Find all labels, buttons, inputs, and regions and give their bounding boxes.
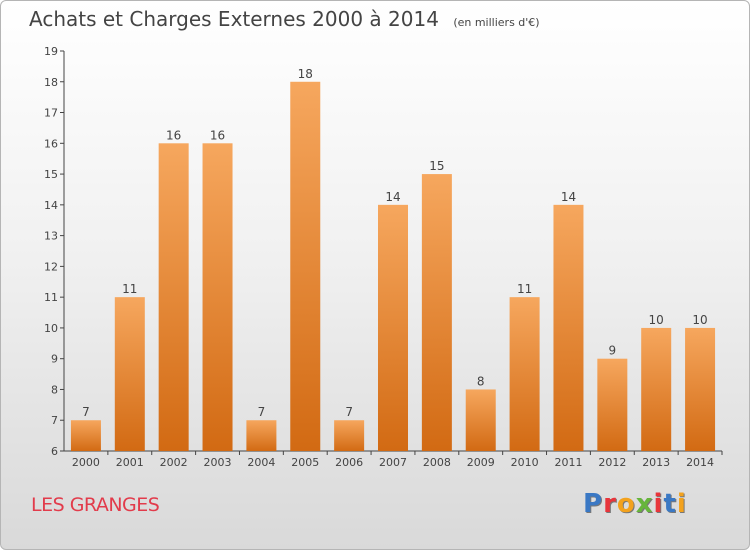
chart-title: Achats et Charges Externes 2000 à 2014 (… — [29, 7, 540, 31]
x-tick-label: 2013 — [642, 456, 670, 469]
data-label: 16 — [210, 128, 225, 142]
x-tick-label: 2002 — [160, 456, 188, 469]
bar — [509, 297, 540, 451]
bar — [70, 420, 101, 451]
data-label: 10 — [692, 313, 707, 327]
y-tick-label: 16 — [44, 137, 58, 150]
x-tick-label: 2011 — [554, 456, 582, 469]
chart-unit: (en milliers d'€) — [453, 16, 540, 29]
data-label: 9 — [609, 344, 617, 358]
x-tick-label: 2009 — [467, 456, 495, 469]
bar — [685, 327, 716, 451]
data-label: 16 — [166, 128, 181, 142]
x-tick-label: 2008 — [423, 456, 451, 469]
x-tick-label: 2014 — [686, 456, 714, 469]
bar — [290, 81, 321, 452]
bar — [378, 204, 408, 451]
bar — [334, 420, 365, 451]
data-label: 15 — [429, 159, 444, 173]
chart-title-text: Achats et Charges Externes 2000 à 2014 — [29, 7, 439, 31]
data-label: 11 — [122, 282, 137, 296]
data-label: 7 — [82, 405, 90, 419]
x-tick-label: 2010 — [511, 456, 539, 469]
x-tick-labels: 2000 2001 2002 2003 2004 2005 2006 2007 2008 2009… — [72, 456, 714, 469]
logo-letter: r — [603, 489, 617, 519]
data-label: 8 — [477, 374, 485, 388]
x-tick-label: 2012 — [598, 456, 626, 469]
data-label: 14 — [385, 190, 400, 204]
logo-letter: t — [663, 489, 677, 519]
bar — [553, 204, 584, 451]
y-tick-label: 15 — [44, 168, 58, 181]
logo-letter: o — [616, 489, 636, 519]
data-label: 10 — [649, 313, 664, 327]
x-tick-label: 2005 — [291, 456, 319, 469]
y-tick-label: 9 — [51, 353, 58, 366]
bar — [421, 174, 452, 452]
bar — [465, 389, 496, 451]
x-tick-label: 2003 — [204, 456, 232, 469]
logo-letter: i — [653, 489, 664, 519]
data-label: 7 — [258, 405, 266, 419]
y-tick-label: 6 — [51, 445, 58, 458]
data-label: 14 — [561, 190, 576, 204]
logo-letter: i — [676, 489, 687, 519]
bar — [202, 143, 233, 452]
bar — [641, 327, 672, 451]
y-tick-label: 17 — [44, 107, 58, 120]
place-name: LES GRANGES — [31, 494, 160, 516]
y-tick-label: 7 — [51, 414, 58, 427]
logo-letter: P — [583, 489, 604, 519]
y-tick-label: 14 — [44, 199, 58, 212]
y-tick-label: 12 — [44, 260, 58, 273]
x-tick-label: 2004 — [247, 456, 275, 469]
data-label: 7 — [345, 405, 353, 419]
logo-letter: x — [635, 489, 654, 519]
data-label: 11 — [517, 282, 532, 296]
bar — [114, 297, 145, 451]
y-tick-label: 8 — [51, 383, 58, 396]
x-tick-label: 2006 — [335, 456, 363, 469]
x-tick-label: 2000 — [72, 456, 100, 469]
y-tick-label: 18 — [44, 76, 58, 89]
proxiti-logo: Proxiti — [583, 489, 687, 519]
x-tick-label: 2007 — [379, 456, 407, 469]
data-label: 18 — [298, 67, 313, 81]
y-tick-label: 19 — [44, 45, 58, 58]
y-tick-label: 13 — [44, 230, 58, 243]
bar — [597, 358, 628, 451]
data-labels: 7 11 16 16 7 18 7 14 15 8 11 14 9 10 10 — [82, 67, 708, 419]
bar — [246, 420, 277, 451]
y-tick-label: 10 — [44, 322, 58, 335]
x-tick-label: 2001 — [116, 456, 144, 469]
bar-series — [70, 81, 716, 452]
y-tick-labels: 6 7 8 9 10 11 12 13 14 15 16 17 18 19 — [44, 45, 58, 458]
bar — [158, 143, 189, 452]
y-tick-label: 11 — [44, 291, 58, 304]
